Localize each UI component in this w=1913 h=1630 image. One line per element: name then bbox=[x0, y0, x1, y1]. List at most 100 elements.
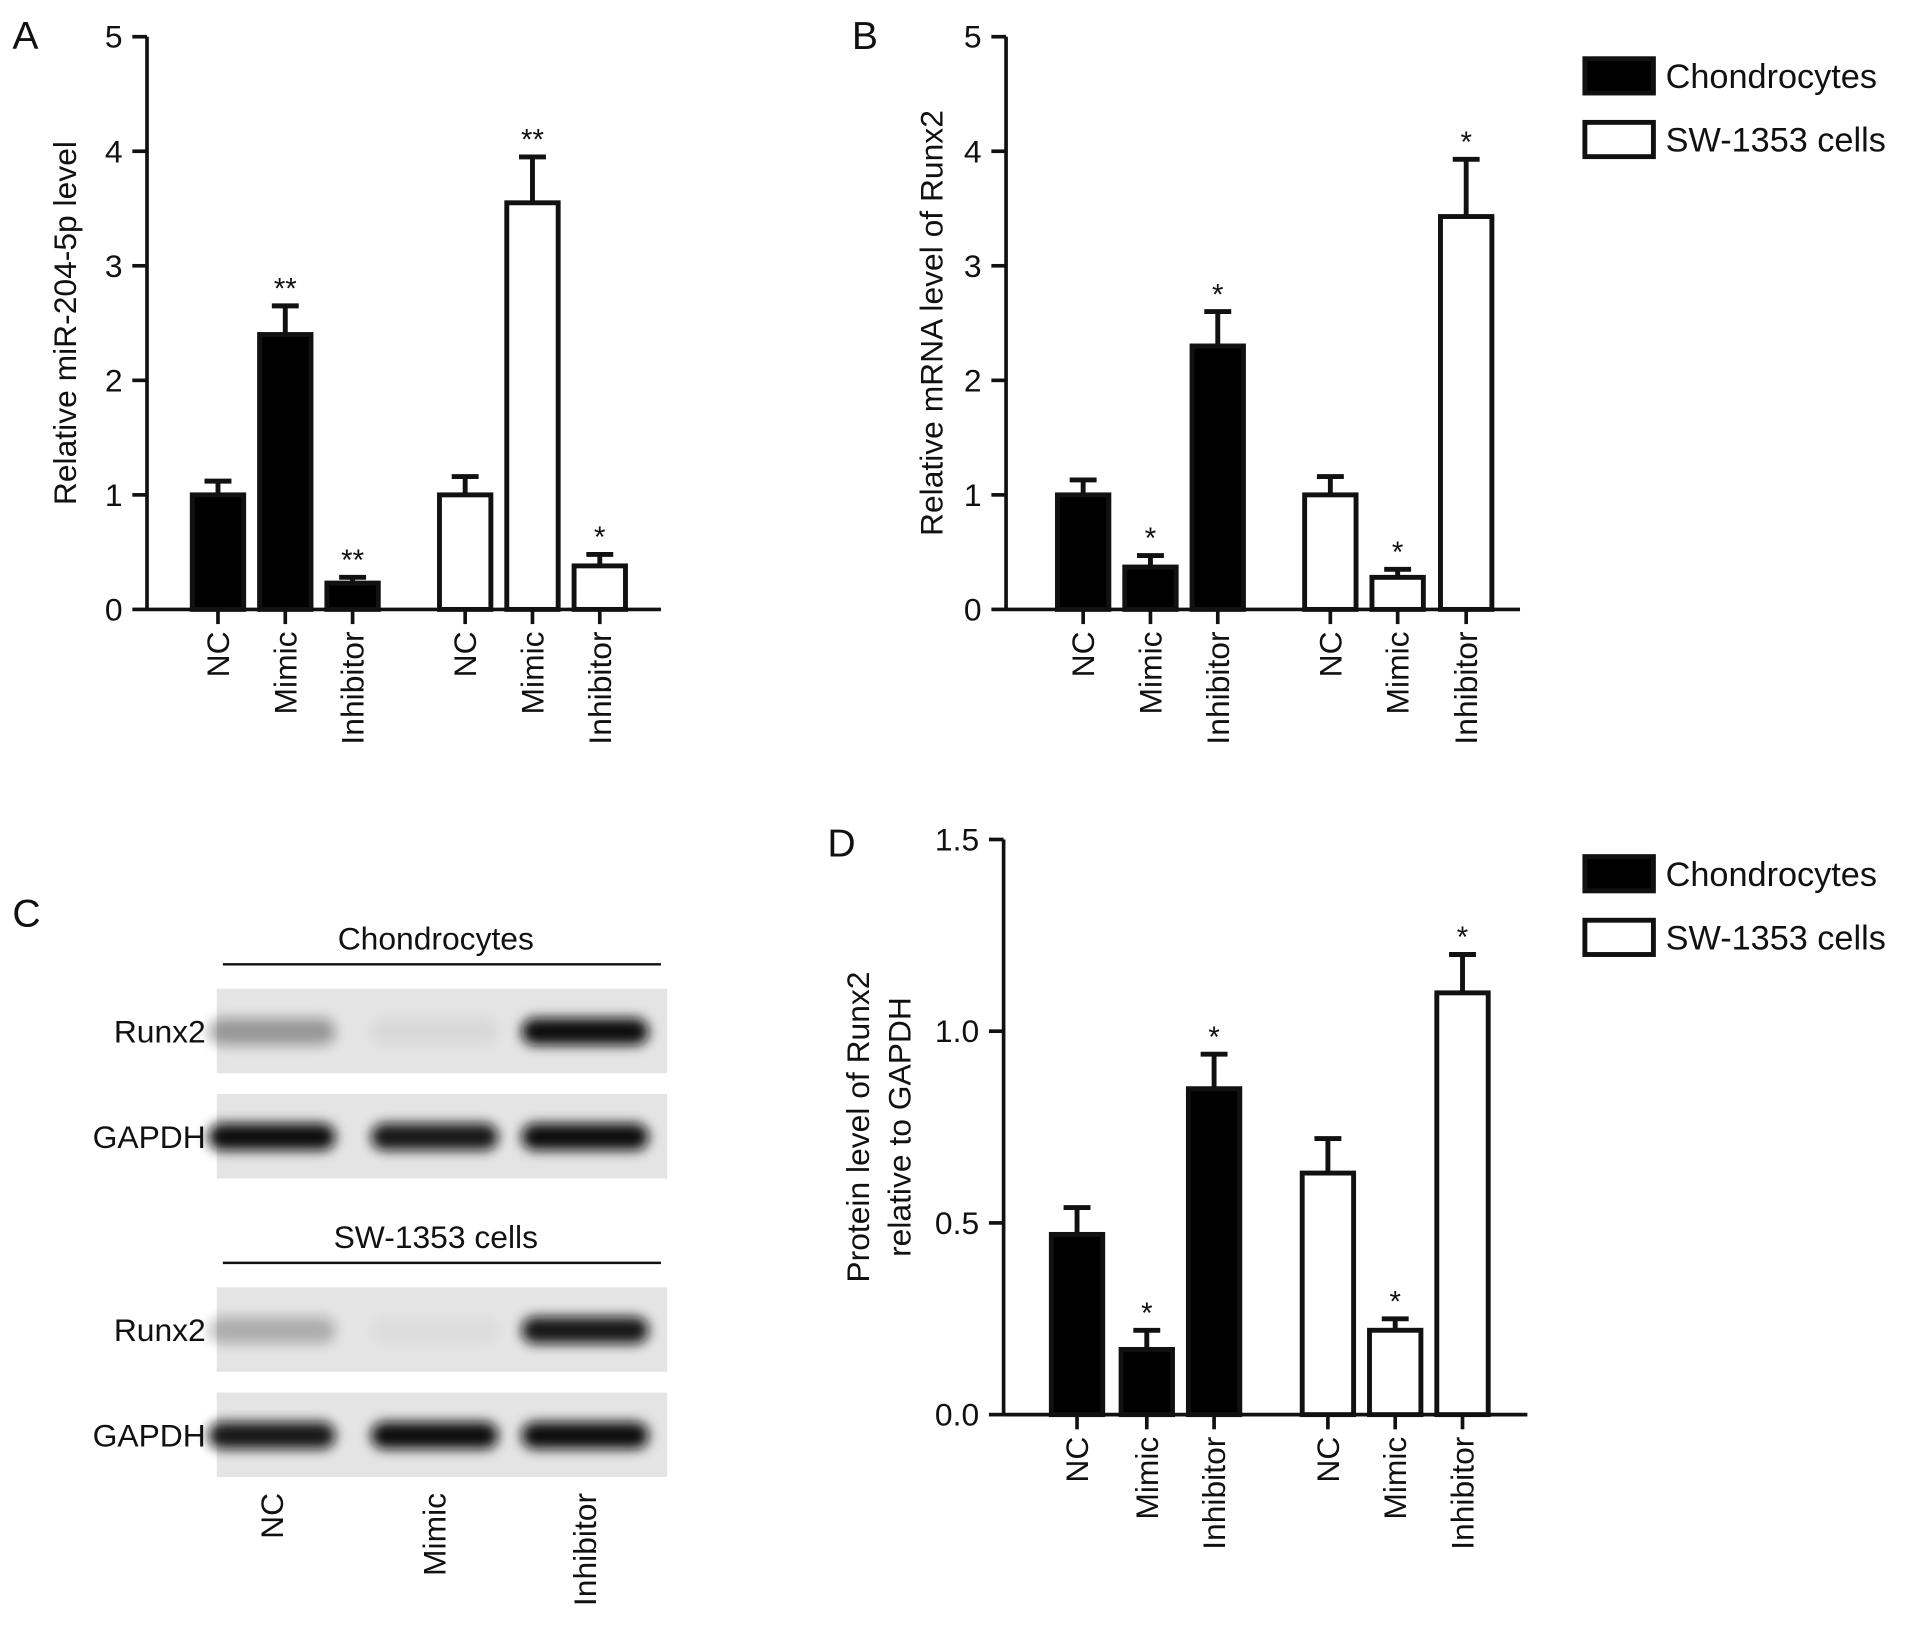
panel-label: A bbox=[12, 15, 39, 58]
blot-band bbox=[208, 1421, 336, 1449]
x-tick-label: Inhibitor bbox=[1445, 1436, 1481, 1550]
blot-title: SW-1353 cells bbox=[334, 1219, 538, 1255]
legend-swatch bbox=[1582, 854, 1656, 894]
y-tick-label: 5 bbox=[964, 19, 982, 55]
blot-row-label: GAPDH bbox=[93, 1417, 206, 1453]
y-tick-label: 0 bbox=[105, 591, 123, 627]
blot-band bbox=[370, 1123, 499, 1151]
bar bbox=[257, 332, 314, 612]
bar bbox=[1438, 214, 1495, 612]
y-tick-label: 5 bbox=[105, 19, 123, 55]
legend-label: Chondrocytes bbox=[1666, 58, 1877, 96]
x-tick-label: Mimic bbox=[1380, 631, 1416, 714]
bar bbox=[437, 492, 494, 612]
bar bbox=[504, 200, 561, 612]
bar bbox=[1189, 343, 1246, 612]
y-axis-label: Protein level of Runx2 bbox=[840, 972, 876, 1283]
lane-label: Mimic bbox=[417, 1493, 453, 1576]
blot-row-label: Runx2 bbox=[114, 1014, 206, 1050]
bar bbox=[189, 492, 247, 612]
legend-label: SW-1353 cells bbox=[1666, 920, 1886, 958]
y-tick-label: 3 bbox=[964, 248, 982, 284]
y-tick-label: 3 bbox=[105, 248, 123, 284]
y-axis-label: relative to GAPDH bbox=[882, 997, 918, 1257]
significance: * bbox=[1212, 278, 1223, 311]
significance: * bbox=[1460, 126, 1471, 159]
blot-title: Chondrocytes bbox=[338, 921, 534, 957]
y-tick-label: 4 bbox=[964, 133, 982, 169]
x-tick-label: Mimic bbox=[267, 631, 303, 714]
x-tick-label: Inhibitor bbox=[1448, 631, 1484, 745]
bar bbox=[1118, 1346, 1175, 1418]
y-tick-label: 1.0 bbox=[935, 1013, 979, 1049]
blot-band bbox=[208, 1018, 336, 1046]
x-tick-label: NC bbox=[200, 631, 236, 677]
blot-row-label: GAPDH bbox=[93, 1119, 206, 1155]
y-tick-label: 2 bbox=[105, 362, 123, 398]
significance: * bbox=[1457, 921, 1468, 954]
significance: * bbox=[1141, 1297, 1152, 1330]
bar bbox=[324, 580, 381, 612]
y-tick-label: 1 bbox=[105, 477, 123, 513]
x-tick-label: Mimic bbox=[1377, 1437, 1413, 1520]
x-tick-label: Mimic bbox=[1129, 1437, 1165, 1520]
x-tick-label: Inhibitor bbox=[1200, 631, 1236, 745]
x-tick-label: NC bbox=[1065, 631, 1101, 677]
blot-row-label: Runx2 bbox=[114, 1312, 206, 1348]
blot-band bbox=[521, 1421, 649, 1449]
bar bbox=[1369, 574, 1426, 612]
y-tick-label: 0.5 bbox=[935, 1205, 979, 1241]
significance: * bbox=[594, 521, 605, 554]
x-tick-label: Mimic bbox=[514, 631, 550, 714]
y-tick-label: 1.5 bbox=[935, 821, 979, 857]
legend-label: SW-1353 cells bbox=[1666, 122, 1886, 160]
x-tick-label: Inhibitor bbox=[335, 631, 371, 745]
panel-label: B bbox=[852, 15, 878, 58]
x-tick-label: NC bbox=[1310, 1437, 1346, 1483]
blot-band bbox=[371, 1317, 498, 1344]
significance: * bbox=[1392, 536, 1403, 569]
legend-swatch bbox=[1582, 917, 1656, 957]
lane-label: NC bbox=[254, 1493, 290, 1539]
significance: * bbox=[1145, 522, 1156, 555]
panel-label: C bbox=[12, 892, 40, 935]
blot-band bbox=[208, 1123, 336, 1151]
bar bbox=[1299, 1170, 1357, 1418]
y-tick-label: 0.0 bbox=[935, 1397, 979, 1433]
x-tick-label: NC bbox=[1059, 1437, 1095, 1483]
bar bbox=[1048, 1231, 1106, 1418]
blot-band bbox=[521, 1123, 649, 1151]
x-tick-label: Inhibitor bbox=[1196, 1436, 1232, 1550]
significance: ** bbox=[341, 544, 364, 577]
blot-band bbox=[521, 1018, 649, 1046]
y-tick-label: 1 bbox=[964, 477, 982, 513]
legend-label: Chondrocytes bbox=[1666, 856, 1877, 894]
bar bbox=[1185, 1086, 1243, 1418]
panel-label: D bbox=[827, 823, 855, 866]
significance: * bbox=[1208, 1021, 1219, 1054]
x-tick-label: NC bbox=[447, 631, 483, 677]
bar bbox=[1367, 1327, 1424, 1418]
legend-swatch bbox=[1582, 119, 1656, 160]
y-tick-label: 0 bbox=[964, 591, 982, 627]
blot-band bbox=[208, 1316, 336, 1344]
bar bbox=[1122, 564, 1179, 612]
legend-swatch bbox=[1582, 56, 1656, 96]
significance: * bbox=[1389, 1285, 1400, 1318]
bar bbox=[1302, 492, 1359, 612]
blot-band bbox=[370, 1421, 499, 1449]
x-tick-label: Inhibitor bbox=[582, 631, 618, 745]
bar bbox=[1055, 492, 1112, 612]
y-axis-label: Relative miR-204-5p level bbox=[47, 141, 83, 505]
blot-band bbox=[521, 1316, 649, 1344]
significance: ** bbox=[274, 273, 297, 306]
y-tick-label: 4 bbox=[105, 133, 123, 169]
x-tick-label: Mimic bbox=[1132, 631, 1168, 714]
x-tick-label: NC bbox=[1312, 631, 1348, 677]
y-axis-label: Relative mRNA level of Runx2 bbox=[913, 110, 949, 536]
lane-label: Inhibitor bbox=[567, 1493, 603, 1607]
bar bbox=[1434, 990, 1491, 1418]
y-tick-label: 2 bbox=[964, 362, 982, 398]
blot-band bbox=[370, 1018, 499, 1046]
